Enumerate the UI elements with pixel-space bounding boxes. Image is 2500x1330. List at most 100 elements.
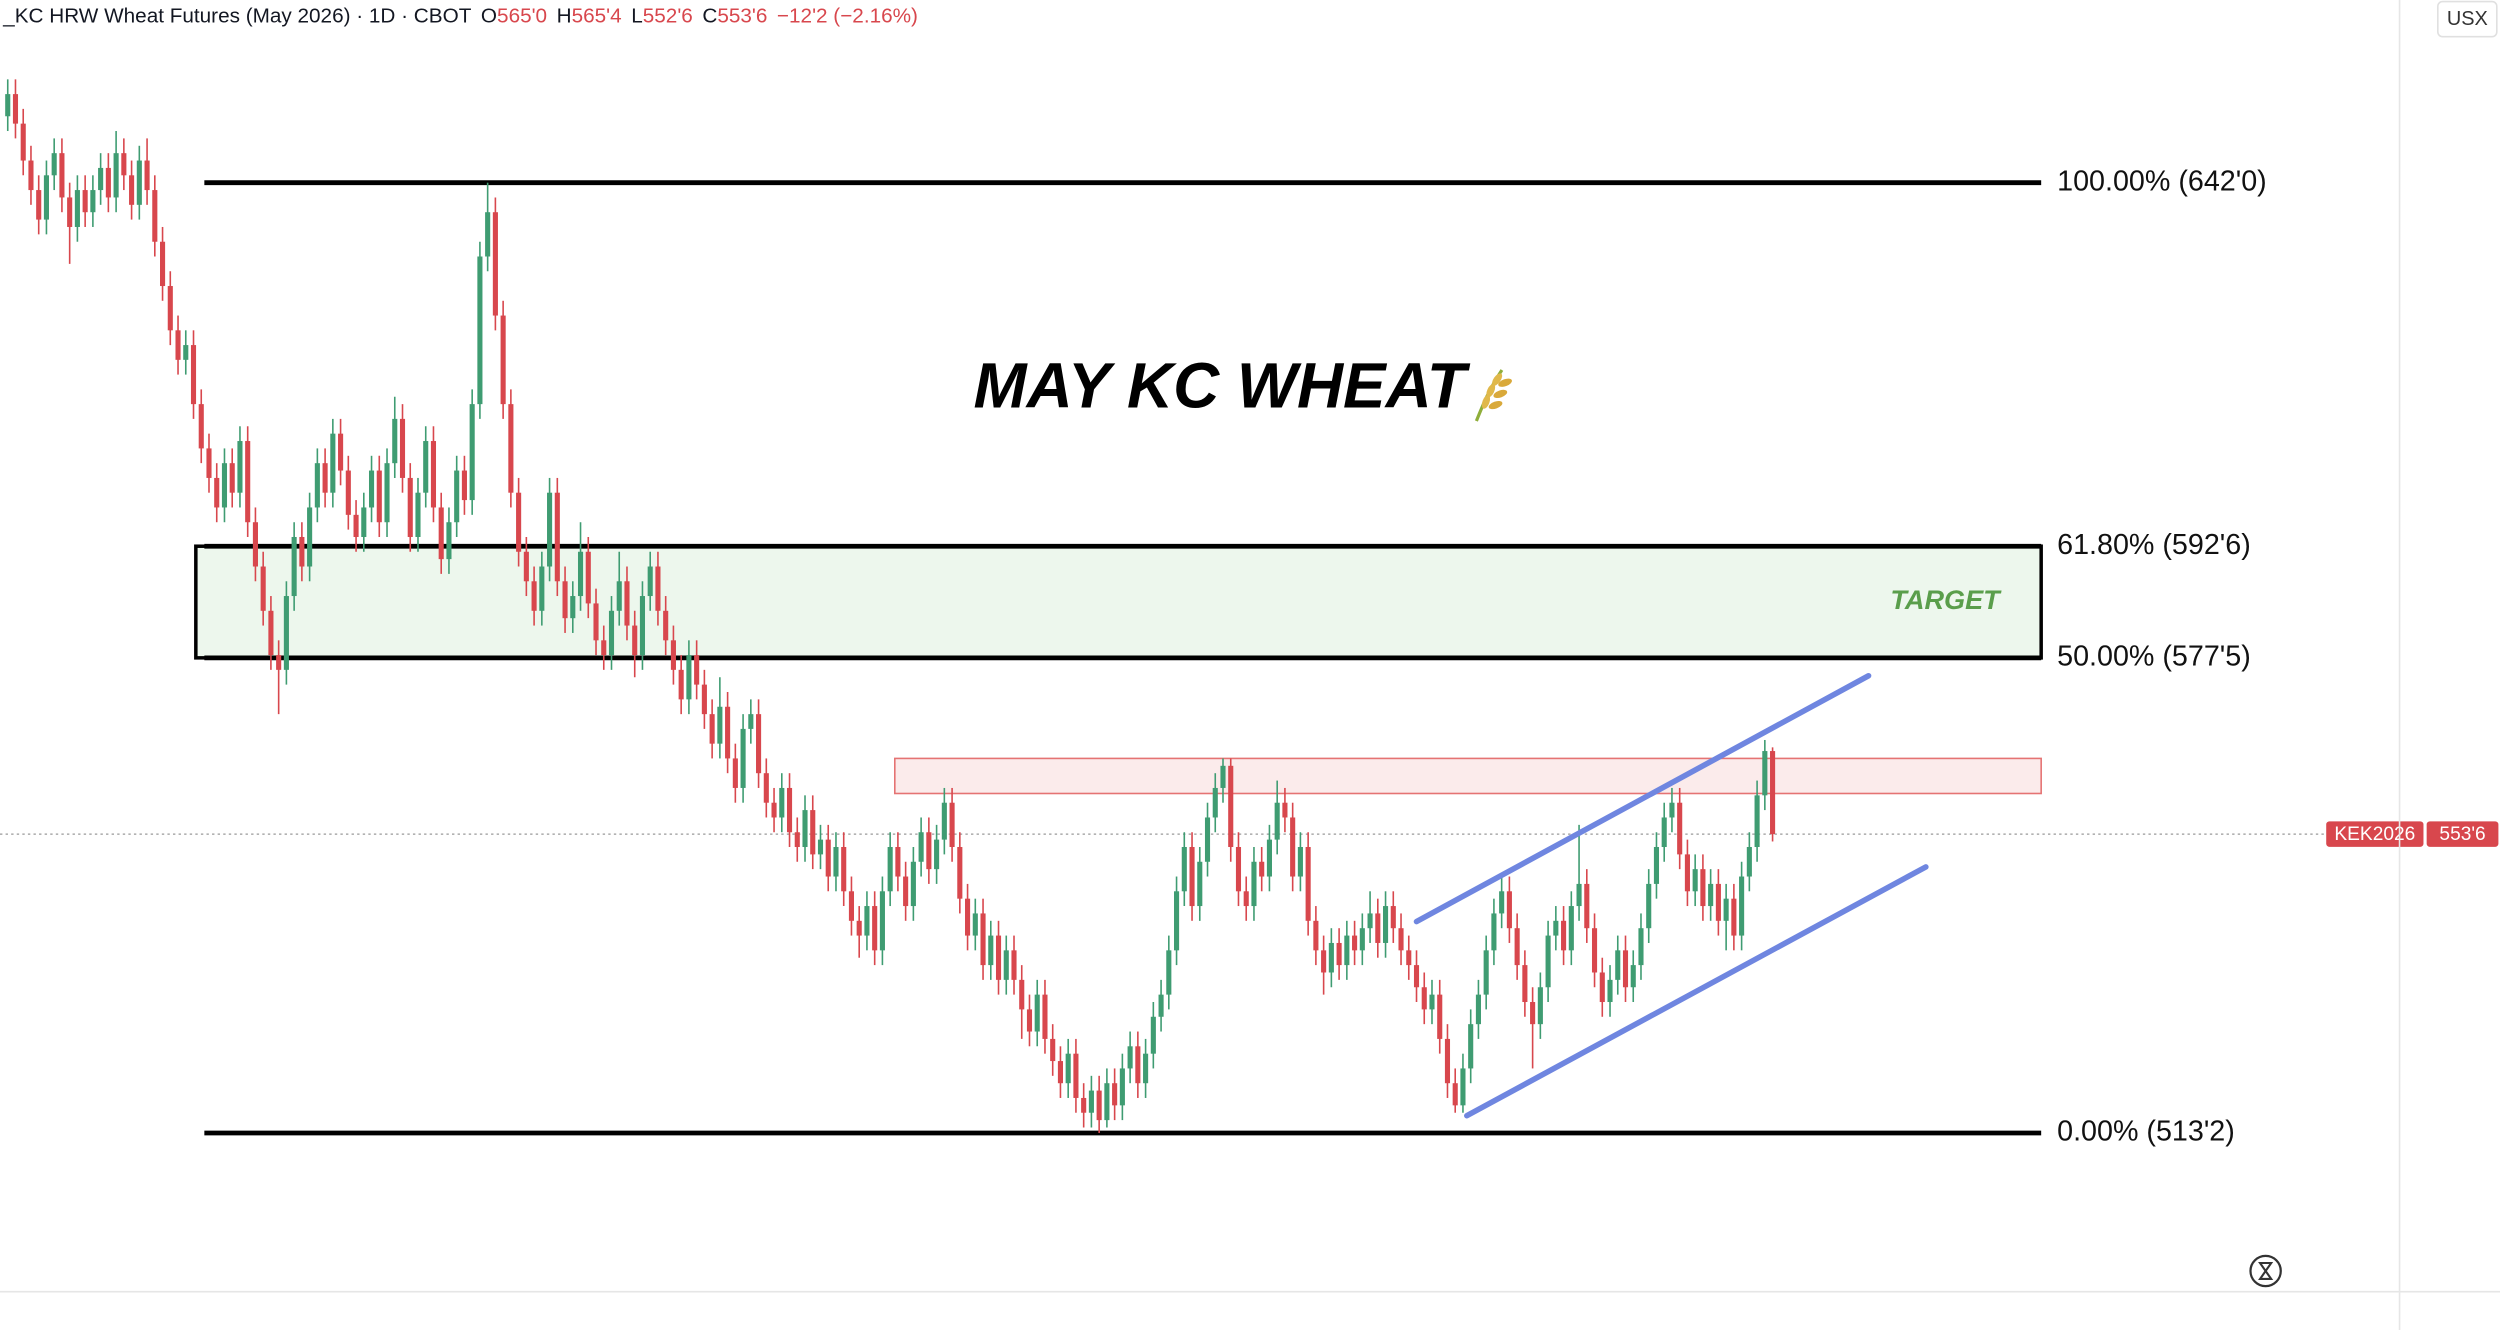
candle-body [794, 832, 800, 848]
candle-body [1282, 802, 1288, 818]
candle-body [1166, 950, 1172, 995]
candle-body [1622, 950, 1629, 988]
candle-body [1313, 920, 1319, 951]
candle-body [167, 286, 173, 331]
candle-body [1746, 847, 1752, 877]
candle-body [663, 610, 669, 641]
candle-body [1251, 861, 1257, 907]
candle-body [446, 522, 452, 560]
candle-body [1243, 891, 1249, 907]
candle-body [485, 212, 491, 257]
candle-body [221, 463, 228, 508]
candle-body [345, 470, 351, 515]
candle-body [1506, 891, 1512, 929]
candle-body [1390, 906, 1396, 929]
candle-body [268, 610, 274, 656]
replay-icon[interactable] [2249, 1254, 2282, 1288]
candle-body [260, 566, 266, 611]
candle-body [1189, 847, 1195, 907]
candle-body [1050, 1038, 1056, 1062]
ohlc-key: H [557, 5, 572, 28]
candle-body [616, 581, 622, 611]
candle-body [709, 714, 715, 744]
candle-body [1235, 847, 1242, 892]
candle-body [1135, 1046, 1141, 1084]
candle-body [1336, 942, 1342, 966]
candle-body [291, 536, 297, 597]
candle-body [531, 581, 537, 611]
candle-body [965, 898, 971, 936]
candle-body [1382, 906, 1389, 943]
candle-body [1352, 935, 1358, 951]
candle-body [1444, 1038, 1451, 1084]
candle-body [314, 463, 320, 508]
candle-body [763, 773, 769, 803]
candle-body [1274, 802, 1280, 840]
candle-body [856, 920, 862, 936]
candle-body [1181, 847, 1187, 892]
candle-body [1646, 883, 1652, 929]
symbol-label: KEK2026 [2334, 824, 2415, 845]
change: −12'2 (−2.16%) [777, 5, 918, 28]
candle-body [1669, 802, 1675, 818]
candle-body [129, 175, 135, 205]
candle-body [1591, 928, 1598, 973]
candle-body [136, 160, 142, 205]
candle-body [67, 197, 73, 227]
ohlc-key: C [702, 5, 717, 28]
candle-body [848, 891, 855, 921]
candle-body [1661, 817, 1667, 848]
candle-body [678, 669, 684, 700]
candle-body [1042, 994, 1048, 1039]
candle-body [1266, 839, 1272, 877]
candle-body [384, 463, 390, 523]
candle-body [624, 581, 630, 626]
price-label: 553'6 [2439, 824, 2485, 845]
annotation-layer: TARGET 100.00% (642'0) 61.80% (592'6) 50.00… [1413, 165, 2499, 1148]
candle-body [276, 655, 282, 670]
candle-body [368, 470, 375, 508]
candle-body [1073, 1053, 1079, 1098]
candle-body [1413, 965, 1420, 988]
candle-body [1228, 765, 1234, 848]
candle-body [1305, 847, 1311, 921]
candle-body [245, 441, 251, 523]
candle-body [918, 832, 924, 862]
currency: USX [2447, 8, 2488, 30]
candle-body [299, 536, 305, 567]
candle-body [1537, 987, 1543, 1025]
candle-body [330, 433, 336, 493]
candle-body [593, 603, 599, 641]
ohlc-value: 565'4 [572, 5, 622, 28]
candle-body [399, 418, 406, 478]
candle-body [190, 345, 197, 405]
candle-body [361, 507, 367, 537]
candle-body [1127, 1046, 1133, 1069]
candle-body [59, 153, 65, 198]
candle-body [1104, 1083, 1110, 1121]
price-badge [2426, 821, 2499, 847]
candle-body [516, 492, 522, 552]
candle-body [1530, 1002, 1536, 1025]
candle-body [144, 160, 150, 191]
candle-body [1576, 883, 1582, 907]
resistance-zone [894, 757, 2042, 795]
candle-body [786, 787, 793, 833]
candle-body [988, 935, 994, 966]
candle-body [694, 655, 700, 685]
candle-body [477, 256, 483, 405]
candle-body [74, 190, 80, 227]
candle-body [121, 153, 127, 176]
candle-body [1708, 883, 1714, 907]
candle-body [1630, 965, 1636, 988]
candle-body [1437, 994, 1443, 1039]
candle-body [1684, 854, 1690, 892]
candle-body [175, 330, 181, 360]
candle-body [980, 913, 986, 966]
candle-body [1026, 1009, 1033, 1032]
chart-title: MAY KC WHEAT [974, 350, 1471, 422]
candle-body [1499, 891, 1505, 914]
candle-body [98, 167, 104, 191]
